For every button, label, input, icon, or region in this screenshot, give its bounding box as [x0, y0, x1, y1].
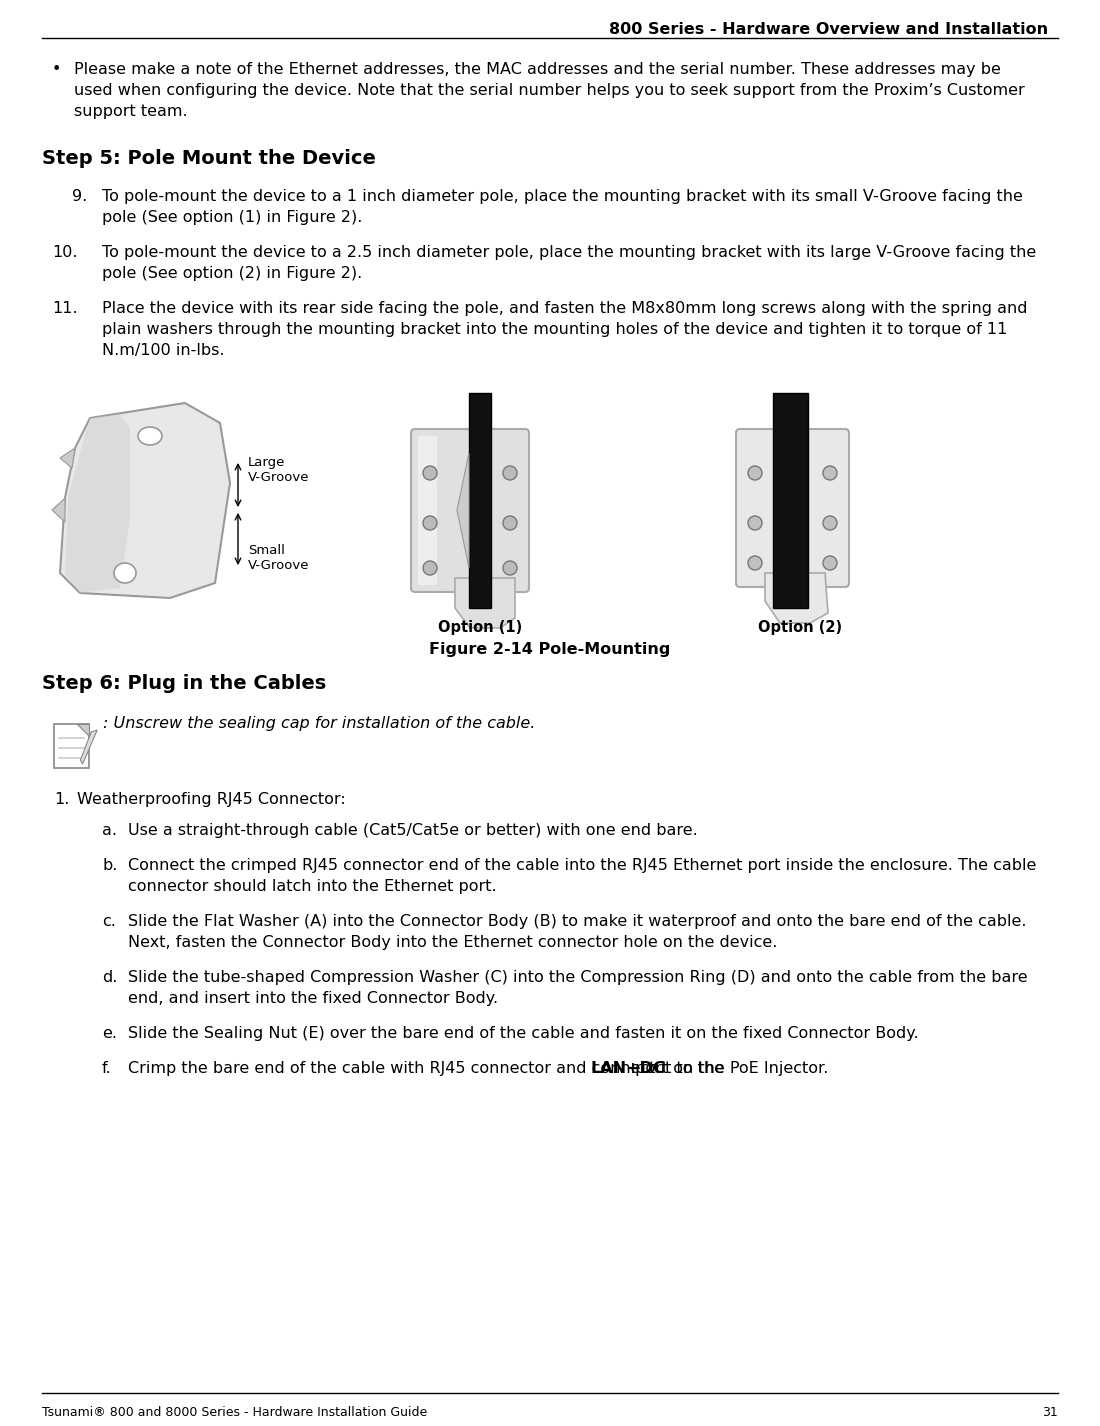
Text: pole (See option (2) in Figure 2).: pole (See option (2) in Figure 2).: [102, 267, 362, 281]
Text: Crimp the bare end of the cable with RJ45 connector and connect it to the: Crimp the bare end of the cable with RJ4…: [128, 1061, 729, 1077]
Text: To pole-mount the device to a 2.5 inch diameter pole, place the mounting bracket: To pole-mount the device to a 2.5 inch d…: [102, 245, 1036, 260]
Circle shape: [503, 466, 517, 481]
Text: Large
V-Groove: Large V-Groove: [248, 456, 309, 483]
Text: LAN+DC: LAN+DC: [591, 1061, 666, 1077]
Text: 11.: 11.: [52, 301, 78, 317]
Text: Slide the tube-shaped Compression Washer (C) into the Compression Ring (D) and o: Slide the tube-shaped Compression Washer…: [128, 970, 1027, 985]
Text: Weatherproofing RJ45 Connector:: Weatherproofing RJ45 Connector:: [77, 791, 345, 807]
FancyBboxPatch shape: [418, 436, 437, 585]
Circle shape: [424, 516, 437, 530]
Text: Next, fasten the Connector Body into the Ethernet connector hole on the device.: Next, fasten the Connector Body into the…: [128, 935, 778, 950]
Text: connector should latch into the Ethernet port.: connector should latch into the Ethernet…: [128, 878, 496, 894]
Polygon shape: [77, 724, 89, 736]
Text: Option (1): Option (1): [438, 620, 522, 635]
Text: 1.: 1.: [54, 791, 69, 807]
Text: Slide the Flat Washer (A) into the Connector Body (B) to make it waterproof and : Slide the Flat Washer (A) into the Conne…: [128, 914, 1026, 928]
Circle shape: [748, 516, 762, 530]
Text: used when configuring the device. Note that the serial number helps you to seek : used when configuring the device. Note t…: [74, 83, 1025, 98]
Text: Please make a note of the Ethernet addresses, the MAC addresses and the serial n: Please make a note of the Ethernet addre…: [74, 61, 1001, 77]
Polygon shape: [456, 453, 469, 568]
FancyBboxPatch shape: [411, 429, 529, 592]
Text: 31: 31: [1043, 1406, 1058, 1419]
Text: end, and insert into the fixed Connector Body.: end, and insert into the fixed Connector…: [128, 991, 498, 1005]
FancyBboxPatch shape: [736, 429, 849, 588]
Text: f.: f.: [102, 1061, 111, 1077]
Polygon shape: [455, 578, 515, 627]
Text: e.: e.: [102, 1025, 117, 1041]
Text: Tsunami® 800 and 8000 Series - Hardware Installation Guide: Tsunami® 800 and 8000 Series - Hardware …: [42, 1406, 427, 1419]
Text: Place the device with its rear side facing the pole, and fasten the M8x80mm long: Place the device with its rear side faci…: [102, 301, 1027, 317]
Circle shape: [503, 560, 517, 575]
Text: Step 6: Plug in the Cables: Step 6: Plug in the Cables: [42, 674, 327, 693]
Circle shape: [748, 466, 762, 481]
Text: 9.: 9.: [72, 190, 87, 204]
Text: Connect the crimped RJ45 connector end of the cable into the RJ45 Ethernet port : Connect the crimped RJ45 connector end o…: [128, 858, 1036, 873]
Text: 800 Series - Hardware Overview and Installation: 800 Series - Hardware Overview and Insta…: [609, 21, 1048, 37]
Text: support team.: support team.: [74, 104, 188, 118]
Text: plain washers through the mounting bracket into the mounting holes of the device: plain washers through the mounting brack…: [102, 322, 1008, 337]
Text: •: •: [52, 61, 62, 77]
Polygon shape: [52, 498, 65, 522]
Text: Small
V-Groove: Small V-Groove: [248, 543, 309, 572]
Polygon shape: [80, 730, 97, 764]
Circle shape: [823, 556, 837, 570]
Text: Use a straight-through cable (Cat5/Cat5e or better) with one end bare.: Use a straight-through cable (Cat5/Cat5e…: [128, 823, 697, 838]
Polygon shape: [65, 414, 130, 593]
Ellipse shape: [114, 563, 136, 583]
Circle shape: [424, 466, 437, 481]
Ellipse shape: [138, 426, 162, 445]
Polygon shape: [764, 573, 828, 623]
Circle shape: [823, 516, 837, 530]
Bar: [469, 394, 491, 607]
Text: N.m/100 in-lbs.: N.m/100 in-lbs.: [102, 344, 224, 358]
Text: d.: d.: [102, 970, 118, 985]
Polygon shape: [60, 404, 230, 597]
Text: b.: b.: [102, 858, 118, 873]
Circle shape: [424, 560, 437, 575]
Text: To pole-mount the device to a 1 inch diameter pole, place the mounting bracket w: To pole-mount the device to a 1 inch dia…: [102, 190, 1023, 204]
Text: 10.: 10.: [52, 245, 77, 260]
Bar: [773, 394, 808, 607]
Circle shape: [823, 466, 837, 481]
Text: Slide the Sealing Nut (E) over the bare end of the cable and fasten it on the fi: Slide the Sealing Nut (E) over the bare …: [128, 1025, 918, 1041]
Text: : Unscrew the sealing cap for installation of the cable.: : Unscrew the sealing cap for installati…: [103, 716, 536, 732]
Text: Step 5: Pole Mount the Device: Step 5: Pole Mount the Device: [42, 148, 376, 168]
Text: c.: c.: [102, 914, 116, 928]
Text: Option (2): Option (2): [758, 620, 843, 635]
Text: a.: a.: [102, 823, 117, 838]
Text: Figure 2-14 Pole-Mounting: Figure 2-14 Pole-Mounting: [429, 642, 671, 657]
Circle shape: [748, 556, 762, 570]
Bar: [54, 724, 89, 769]
Text: pole (See option (1) in Figure 2).: pole (See option (1) in Figure 2).: [102, 210, 362, 225]
Text: port on the PoE Injector.: port on the PoE Injector.: [630, 1061, 828, 1077]
Polygon shape: [60, 448, 75, 468]
Circle shape: [503, 516, 517, 530]
